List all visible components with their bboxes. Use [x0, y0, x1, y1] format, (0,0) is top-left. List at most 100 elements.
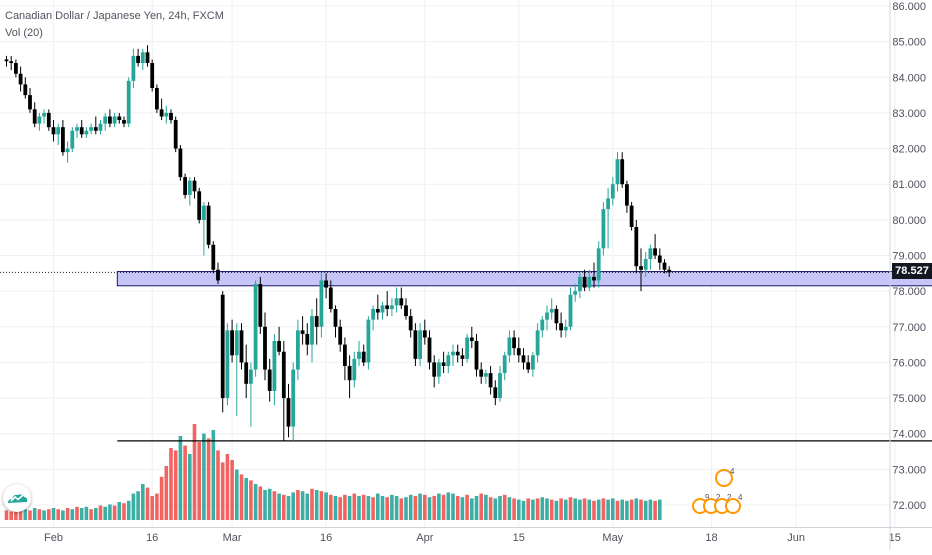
volume-bar	[460, 497, 465, 520]
volume-bar	[554, 500, 559, 520]
volume-bar	[310, 488, 314, 520]
candle-body	[488, 373, 493, 388]
candle-body	[531, 355, 535, 370]
candle-body	[136, 55, 140, 64]
volume-bar	[643, 500, 648, 520]
candle-body	[84, 130, 89, 135]
candle-body	[46, 112, 51, 128]
candle-body	[460, 355, 465, 359]
volume-bar	[592, 500, 596, 520]
candle-body	[399, 298, 404, 306]
symbol-title[interactable]: Canadian Dollar / Japanese Yen, 24h, FXC…	[5, 10, 224, 22]
volume-bar	[521, 500, 526, 520]
volume-bar	[150, 496, 154, 520]
volume-bar	[615, 500, 620, 520]
tradingview-logo[interactable]	[3, 484, 31, 512]
volume-bar	[441, 494, 446, 520]
y-tick-label: 75.000	[892, 393, 926, 405]
volume-bar	[267, 488, 272, 520]
volume-bar	[564, 499, 568, 520]
candle-body	[239, 330, 244, 363]
volume-bar	[108, 504, 112, 520]
candle-body	[258, 284, 263, 327]
candle-body	[432, 362, 437, 377]
x-tick-label: Mar	[223, 532, 242, 544]
volume-bar	[291, 492, 295, 520]
volume-bar	[230, 460, 234, 520]
candle-body	[357, 351, 361, 359]
candle-body	[667, 269, 672, 273]
x-tick-label: Feb	[44, 532, 63, 544]
volume-bar	[639, 499, 643, 520]
volume-bar	[540, 497, 545, 520]
candle-body	[70, 130, 75, 149]
ideas-badge-icon	[725, 498, 741, 514]
volume-bar	[446, 492, 451, 520]
candle-body	[343, 344, 347, 366]
volume-bar	[79, 508, 84, 520]
volume-bar	[37, 509, 42, 520]
volume-bar	[300, 491, 305, 520]
candle-body	[469, 337, 474, 342]
candle-body	[643, 259, 648, 270]
x-tick-label: 16	[146, 532, 158, 544]
volume-bar	[18, 510, 23, 520]
volume-bar	[117, 502, 122, 520]
candle-body	[225, 330, 230, 399]
volume-bar	[361, 494, 366, 520]
candle-body	[75, 127, 79, 131]
volume-bar	[596, 499, 601, 520]
candle-body	[352, 358, 357, 381]
candle-body	[610, 184, 615, 199]
candle-body	[197, 191, 202, 220]
candle-body	[385, 305, 390, 309]
volume-bar	[582, 498, 587, 520]
candle-body	[446, 355, 451, 366]
volume-bars	[4, 424, 662, 520]
candle-body	[234, 330, 239, 356]
volume-bar	[56, 509, 60, 520]
candle-body	[465, 337, 469, 359]
x-tick-label: May	[602, 532, 623, 544]
volume-bar	[263, 490, 267, 520]
y-tick-label: 72.000	[892, 500, 926, 512]
candle-body	[451, 351, 455, 356]
volume-bar	[418, 493, 422, 520]
x-tick-label: Apr	[416, 532, 433, 544]
volume-indicator-label[interactable]: Vol (20)	[5, 27, 43, 39]
candle-body	[502, 355, 507, 374]
candle-body	[549, 308, 554, 313]
volume-bar	[587, 499, 592, 520]
candle-body	[657, 255, 662, 263]
candle-body	[521, 355, 526, 363]
volume-bar	[329, 494, 333, 520]
volume-bar	[136, 491, 140, 520]
candle-body	[89, 127, 93, 131]
candle-body	[366, 319, 371, 363]
volume-bar	[338, 497, 342, 520]
volume-bar	[131, 493, 136, 520]
volume-bar	[51, 508, 56, 520]
candle-body	[634, 226, 639, 267]
ideas-markers[interactable]: 49 2 2 4	[692, 467, 743, 514]
volume-bar	[658, 499, 662, 520]
volume-bar	[192, 424, 197, 520]
volume-bar	[653, 500, 657, 520]
volume-bar	[408, 494, 413, 520]
candle-body	[291, 369, 296, 427]
candle-body	[310, 316, 314, 345]
volume-bar	[376, 493, 380, 520]
volume-bar	[4, 510, 9, 520]
volume-bar	[286, 496, 291, 520]
volume-bar	[380, 496, 385, 520]
volume-bar	[42, 510, 46, 520]
candle-body	[211, 244, 216, 270]
candle-body	[620, 159, 625, 185]
volume-bar	[502, 494, 507, 520]
y-tick-label: 76.000	[892, 357, 926, 369]
candle-body	[347, 365, 352, 381]
candle-body	[484, 373, 488, 377]
volume-bar	[89, 509, 93, 520]
